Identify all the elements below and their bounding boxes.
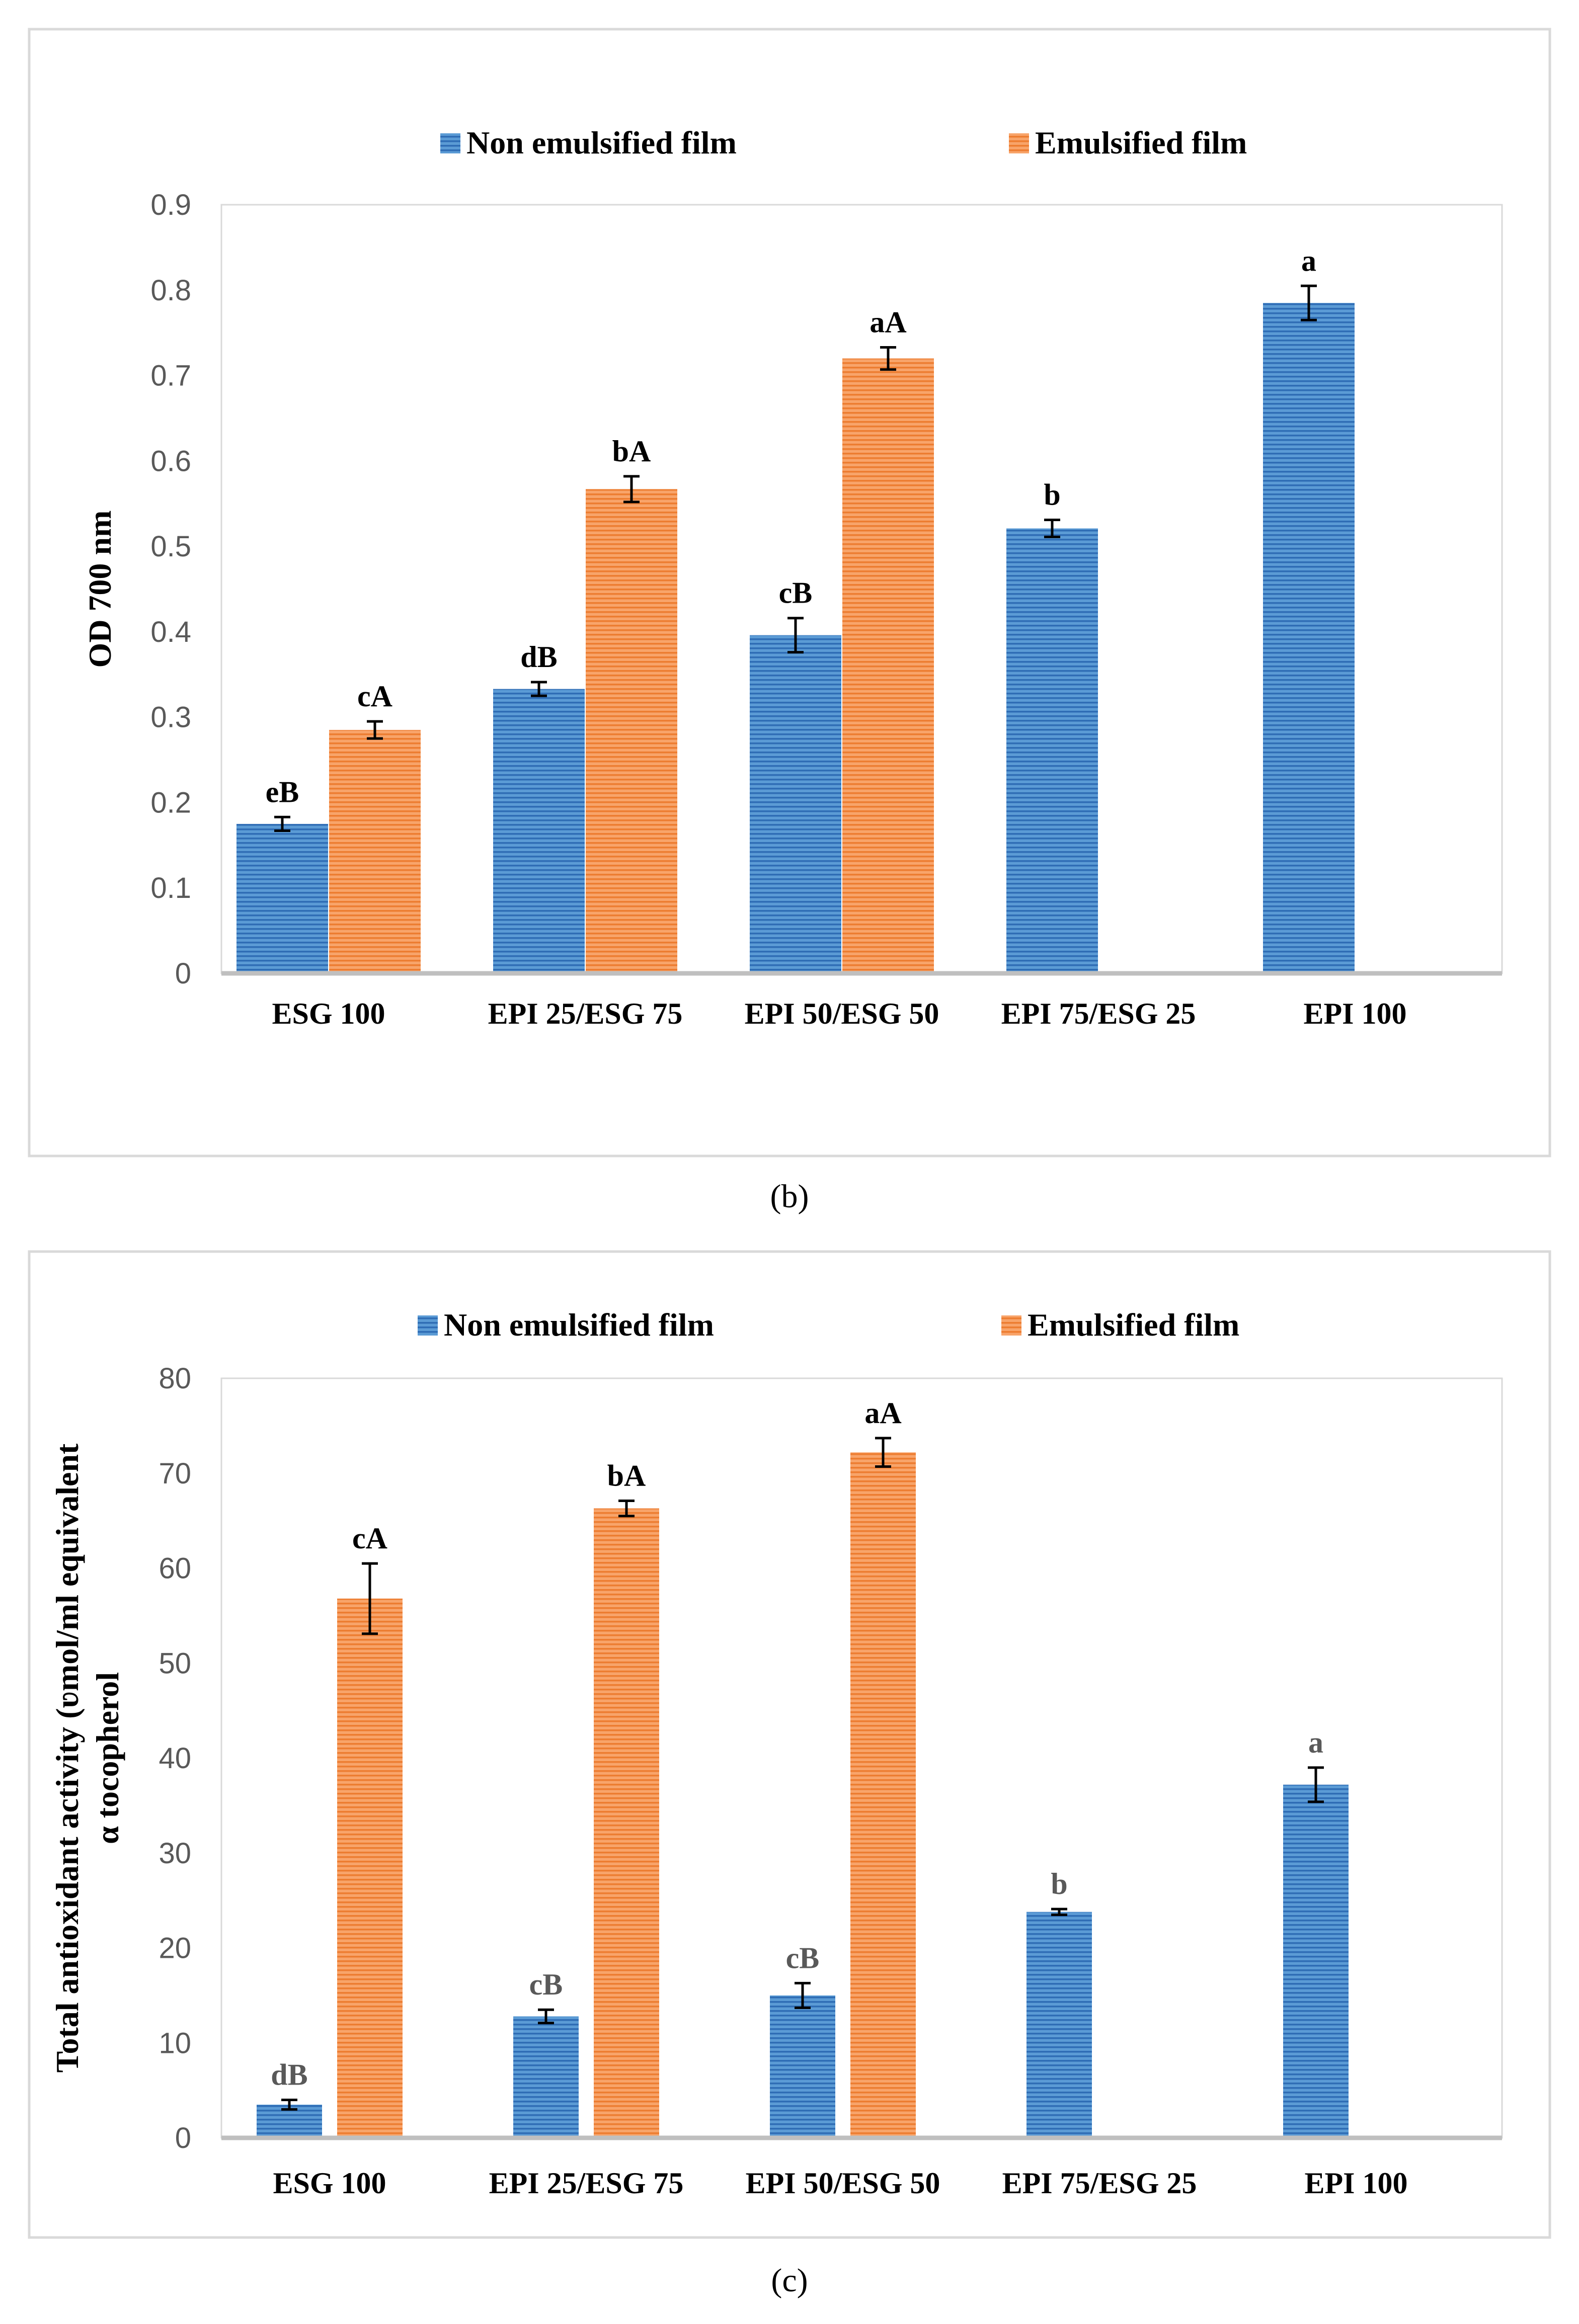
y-tick-label: 0.4 [150,616,191,648]
y-tick-label: 0.1 [150,872,191,904]
y-axis-label: Total antioxidant activity (ʋmol/ml equi… [49,1443,125,2072]
x-tick-label: ESG 100 [273,2167,386,2200]
chart-antioxidant: 0 10 20 30 40 50 60 70 80 Total antioxidant activ… [28,1250,1551,2299]
bar [842,358,934,973]
chart-od700: 0 0.1 0.2 0.3 0.4 0.5 0.6 0.7 0.8 0.9 OD 700 nm eB d… [28,28,1551,1215]
y-tick-label: 40 [159,1742,191,1775]
legend-entry: Non emulsified film [444,1307,714,1343]
chart-frame [28,1250,1551,2239]
x-tick-label: ESG 100 [272,997,385,1030]
bar [770,1995,835,2138]
bar [1283,1784,1349,2138]
data-label: dB [271,2058,307,2092]
bar [1263,303,1355,974]
bar [1027,1912,1092,2138]
legend-swatch [1001,1315,1021,1336]
data-label: eB [266,775,299,808]
figure-caption: (c) [771,2262,808,2299]
data-label: cA [352,1522,387,1555]
chart-frame [28,28,1551,1157]
data-label: b [1051,1867,1067,1900]
x-tick-label: EPI 100 [1304,2167,1407,2200]
y-axis-label: OD 700 nm [82,511,118,668]
data-label: cB [779,576,813,610]
data-label: cB [529,1968,563,2001]
legend-swatch [418,1315,438,1336]
y-tick-label: 80 [159,1362,191,1395]
y-tick-label: 0.2 [150,786,191,819]
legend-entry: Emulsified film [1035,125,1247,160]
data-label: aA [864,1396,901,1430]
x-tick-label: EPI 50/ESG 50 [746,2167,940,2200]
bar [236,823,328,973]
x-tick-label: EPI 75/ESG 25 [1002,2167,1197,2200]
data-label: bA [607,1459,646,1492]
bar [513,2016,579,2138]
legend-entry: Emulsified film [1028,1307,1239,1343]
y-tick-label: 0.5 [150,530,191,563]
data-label: aA [870,306,906,339]
data-label: bA [612,435,651,468]
y-tick-label: 10 [159,2027,191,2059]
y-tick-label: 70 [159,1457,191,1490]
bar [594,1508,659,2138]
legend-swatch [1009,133,1029,153]
bar [329,730,421,973]
y-tick-label: 60 [159,1552,191,1585]
y-tick-label: 20 [159,1932,191,1965]
bar [493,689,585,973]
data-label: b [1044,478,1060,511]
legend-entry: Non emulsified film [466,125,737,160]
data-label: a [1301,244,1316,277]
y-tick-label: 0.6 [150,445,191,477]
y-tick-label: 0.3 [150,701,191,734]
bar [586,489,677,973]
x-tick-label: EPI 100 [1303,997,1406,1030]
x-tick-label: EPI 50/ESG 50 [745,997,939,1030]
y-tick-label: 0.7 [150,360,191,392]
bar [750,635,841,973]
legend-swatch [440,133,460,153]
bar [850,1452,916,2138]
data-label: dB [520,640,557,674]
y-tick-label: 0.8 [150,274,191,307]
bar [1006,528,1098,973]
y-tick-label: 50 [159,1647,191,1680]
y-tick-label: 0 [175,957,191,990]
y-tick-label: 30 [159,1837,191,1870]
data-label: cA [357,680,392,713]
y-tick-label: 0.9 [150,189,191,221]
x-tick-label: EPI 25/ESG 75 [488,997,683,1030]
x-tick-label: EPI 75/ESG 25 [1001,997,1196,1030]
figure-caption: (b) [770,1178,809,1215]
data-label: cB [786,1941,820,1974]
data-label: a [1308,1726,1323,1759]
y-tick-label: 0 [175,2122,191,2154]
bar [337,1598,403,2138]
x-tick-label: EPI 25/ESG 75 [489,2167,684,2200]
